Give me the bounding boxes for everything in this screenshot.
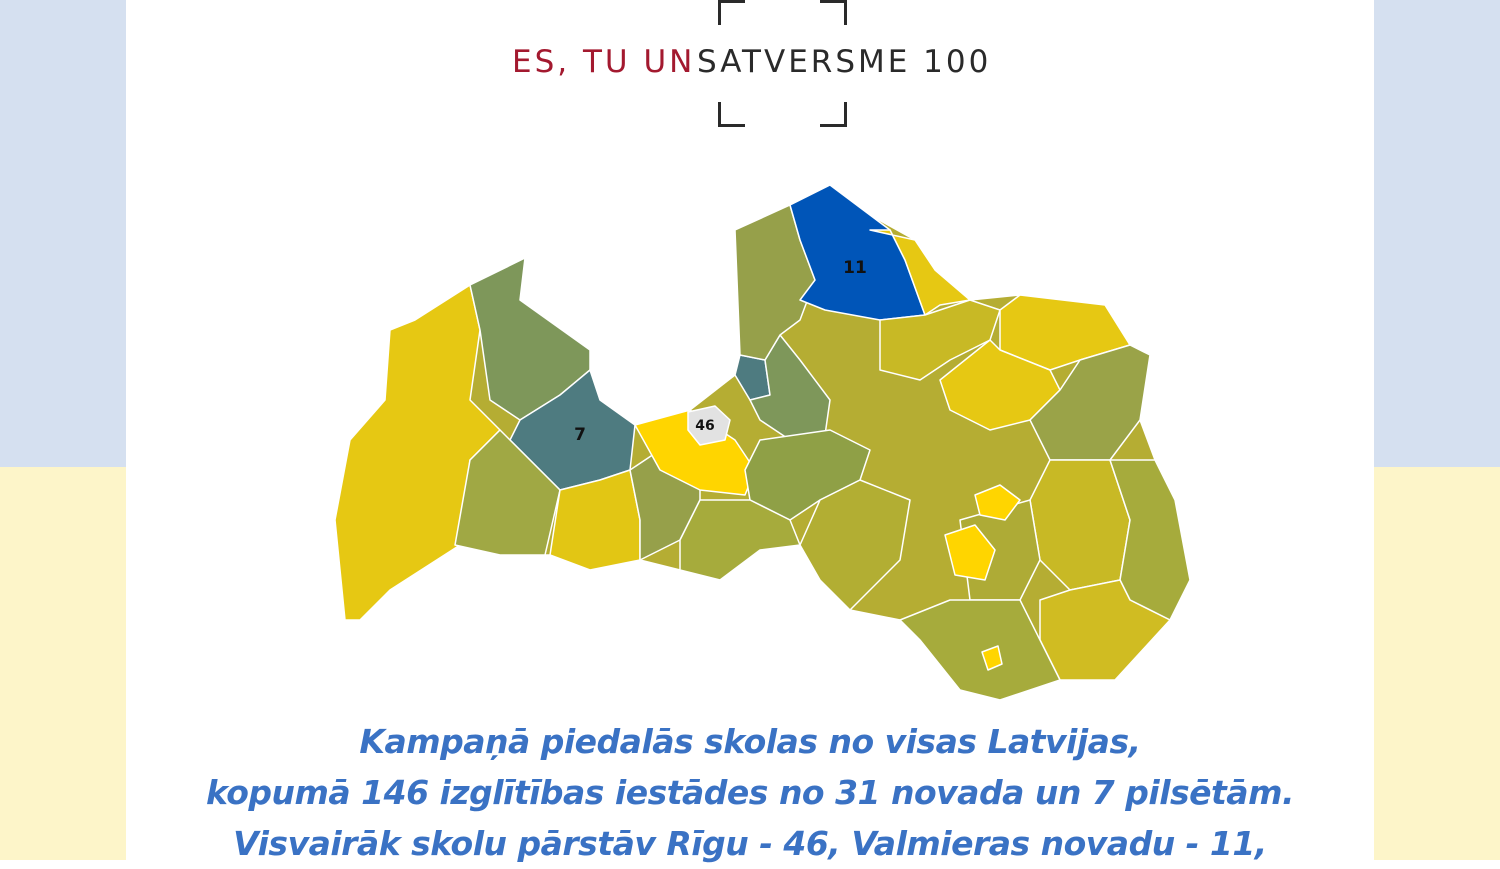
region-daugavpils-city xyxy=(981,645,1003,671)
caption-line: kopumā 146 izglītības iestādes no 31 nov… xyxy=(205,773,1295,812)
caption: Kampaņā piedalās skolas no visas Latvija… xyxy=(126,716,1374,869)
label-riga: 46 xyxy=(695,418,714,434)
region-riga xyxy=(687,405,731,446)
logo-corner xyxy=(820,0,847,25)
region-balvi xyxy=(1029,344,1151,461)
region-west-coast xyxy=(334,284,501,621)
region-daugavpils xyxy=(899,599,1061,701)
region-valka xyxy=(869,229,971,316)
caption-line: Visvairāk skolu pārstāv Rīgu - 46, Valmi… xyxy=(233,824,1267,863)
logo-corner xyxy=(718,102,745,127)
logo-text-dark: SATVERSME 100 xyxy=(697,44,992,80)
campaign-logo: ES, TU UN SATVERSME 100 xyxy=(510,0,1000,130)
logo-corner xyxy=(820,102,847,127)
region-jekabpils xyxy=(974,484,1021,521)
label-tukums: 7 xyxy=(574,425,586,445)
logo-corner xyxy=(718,0,745,25)
region-livani xyxy=(944,524,996,581)
label-valmiera: 11 xyxy=(843,258,867,278)
region-bauska xyxy=(679,499,801,581)
logo-text-red: ES, TU UN xyxy=(512,44,696,80)
region-aizkraukle xyxy=(799,479,911,611)
caption-line: Kampaņā piedalās skolas no visas Latvija… xyxy=(359,722,1141,761)
